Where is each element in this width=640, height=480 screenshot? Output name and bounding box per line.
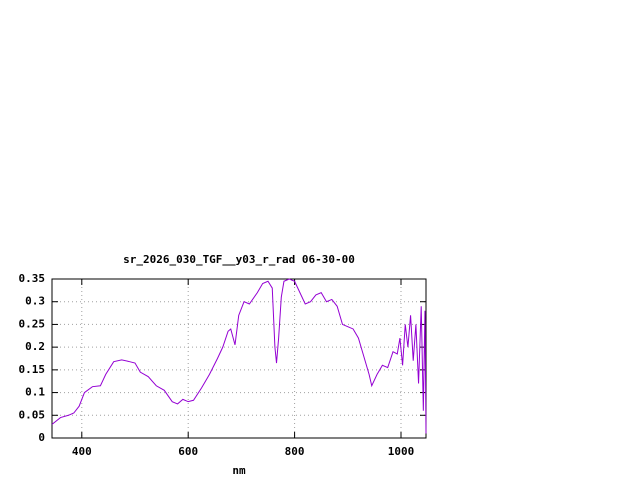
x-tick-label: 800: [285, 445, 305, 458]
y-tick-label: 0.05: [19, 408, 46, 421]
y-tick-label: 0.35: [19, 272, 46, 285]
x-tick-label: 600: [178, 445, 198, 458]
x-tick-label: 400: [72, 445, 92, 458]
x-axis-label: nm: [232, 464, 246, 477]
y-tick-label: 0.3: [25, 295, 45, 308]
y-tick-label: 0.15: [19, 363, 46, 376]
x-tick-label: 1000: [388, 445, 415, 458]
chart-title: sr_2026_030_TGF__y03_r_rad 06-30-00: [123, 253, 355, 266]
y-tick-label: 0.2: [25, 340, 45, 353]
y-tick-label: 0: [38, 431, 45, 444]
y-tick-label: 0.25: [19, 317, 46, 330]
data-line: [51, 278, 427, 434]
plot-frame: [51, 278, 427, 439]
y-tick-label: 0.1: [25, 386, 45, 399]
